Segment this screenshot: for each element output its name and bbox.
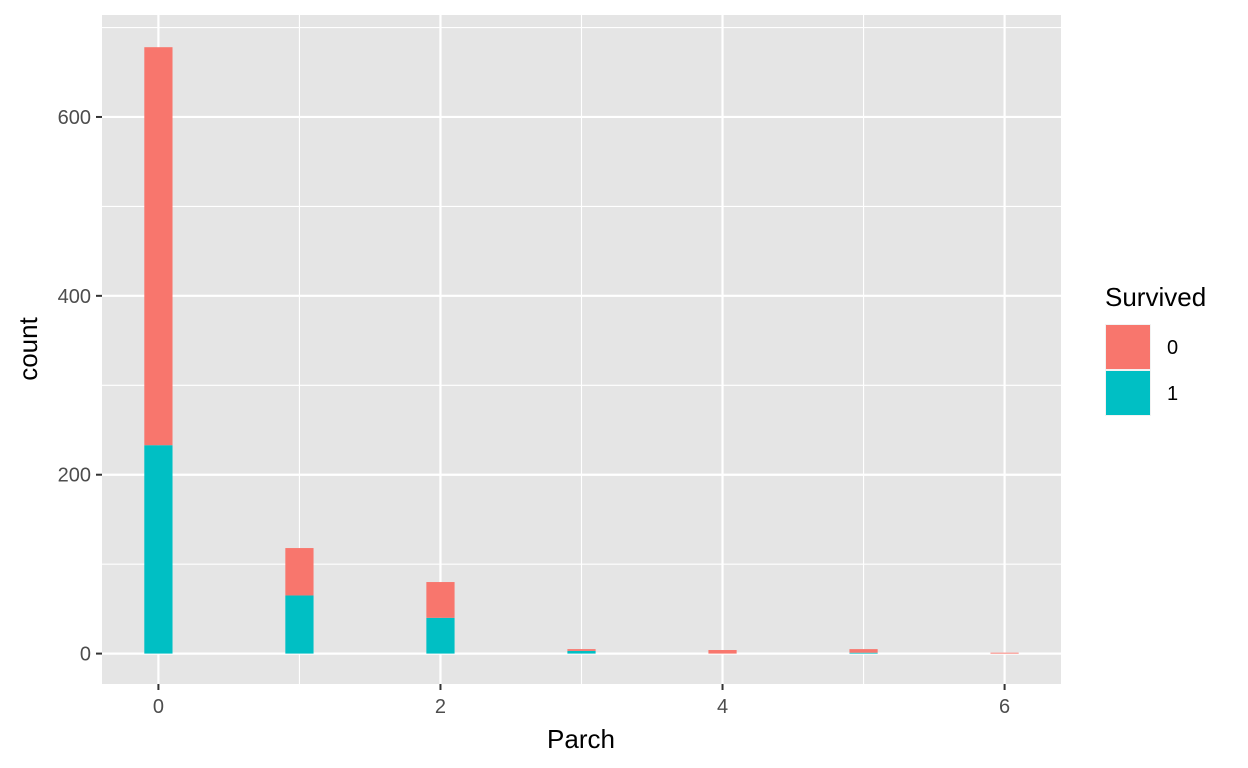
bar-parch-3-survived-0 xyxy=(567,649,596,651)
x-axis-title: Parch xyxy=(547,724,615,754)
y-tick-label: 400 xyxy=(58,286,91,308)
bar-parch-0-survived-0 xyxy=(144,47,173,446)
x-tick-label: 2 xyxy=(435,696,446,718)
y-axis: 0 200 400 600 xyxy=(58,107,102,666)
legend-swatch-0 xyxy=(1106,325,1150,369)
bar-parch-3-survived-1 xyxy=(567,650,596,654)
legend-items: 01 xyxy=(1105,324,1178,416)
bar-parch-6-survived-0 xyxy=(990,652,1019,654)
legend: Survived 01 xyxy=(1105,282,1206,416)
grid-minor xyxy=(102,15,1061,684)
bar-parch-5-survived-1 xyxy=(849,652,878,654)
bar-parch-2-survived-1 xyxy=(426,617,455,654)
legend-title: Survived xyxy=(1105,282,1206,312)
y-axis-title: count xyxy=(13,316,43,380)
x-tick-label: 0 xyxy=(153,696,164,718)
legend-swatch-1 xyxy=(1106,371,1150,415)
legend-label-1: 1 xyxy=(1167,383,1178,405)
bar-parch-0-survived-1 xyxy=(144,445,173,654)
x-tick-label: 6 xyxy=(999,696,1010,718)
bar-parch-5-survived-0 xyxy=(849,649,878,653)
x-tick-label: 4 xyxy=(717,696,728,718)
bars xyxy=(144,47,1019,654)
y-tick-label: 0 xyxy=(80,644,91,666)
bar-parch-1-survived-1 xyxy=(285,595,314,654)
x-axis: 0 2 4 6 xyxy=(153,684,1010,718)
bar-parch-2-survived-0 xyxy=(426,582,455,618)
bar-parch-1-survived-0 xyxy=(285,548,314,596)
y-tick-label: 200 xyxy=(58,465,91,487)
grid-major xyxy=(102,15,1061,684)
bar-parch-4-survived-0 xyxy=(708,650,737,654)
y-tick-label: 600 xyxy=(58,107,91,129)
legend-label-0: 0 xyxy=(1167,337,1178,359)
